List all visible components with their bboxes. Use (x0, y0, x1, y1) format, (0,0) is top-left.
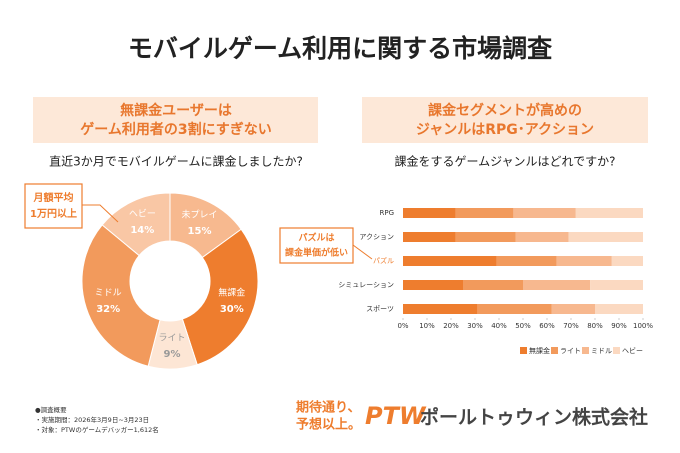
bar-segment (568, 232, 643, 242)
bar-segment (590, 280, 643, 290)
category-label: シミュレーション (338, 281, 394, 289)
segment-value: 30% (220, 304, 244, 315)
segment-value: 15% (188, 226, 212, 237)
bar-segment (551, 304, 595, 314)
bar-segment (556, 256, 612, 266)
x-tick-label: 0% (397, 322, 408, 330)
bar-segment (515, 232, 569, 242)
x-tick-label: 60% (539, 322, 555, 330)
headline-box (33, 97, 318, 143)
legend-swatch (520, 347, 527, 354)
bar-segment (403, 208, 456, 218)
legend-label: 無課金 (529, 346, 550, 355)
headline: ジャンルはRPG･アクション (416, 122, 594, 138)
x-tick-label: 90% (611, 322, 627, 330)
x-tick-label: 10% (419, 322, 435, 330)
legend-label: ミドル (591, 347, 612, 355)
bar-segment (463, 280, 523, 290)
callout-text: パズルは (298, 232, 334, 244)
x-tick-label: 100% (633, 322, 653, 330)
bar-segment (455, 208, 514, 218)
legend-swatch (551, 347, 558, 354)
bar-segment (611, 256, 643, 266)
bar-segment (513, 208, 576, 218)
callout-text: 1万円以上 (30, 207, 77, 220)
bar-segment (403, 304, 478, 314)
donut-segment (181, 228, 259, 366)
headline-box (362, 97, 648, 143)
legend-label: ライト (560, 347, 581, 355)
bar-segment (496, 256, 557, 266)
segment-label: ミドル (95, 289, 122, 299)
x-tick-label: 40% (491, 322, 507, 330)
bar-segment (523, 280, 591, 290)
segment-label: 無課金 (218, 287, 245, 299)
category-label: RPG (379, 209, 394, 217)
callout-line (82, 204, 119, 223)
headline: 課金セグメントが高めの (428, 102, 582, 119)
segment-value: 9% (164, 349, 181, 360)
bar-segment (477, 304, 552, 314)
logo-tagline: 期待通り、 (296, 400, 360, 416)
callout-box (279, 227, 354, 264)
logo-company: ポールトゥウィン株式会社 (420, 406, 648, 429)
callout-text: 月額平均 (33, 191, 74, 204)
segment-value: 14% (130, 225, 154, 236)
segment-label: ヘビー (129, 209, 156, 220)
bar-segment (575, 208, 643, 218)
segment-label: ライト (159, 332, 186, 343)
category-label: アクション (359, 233, 394, 241)
logo-mark: PTW (365, 402, 427, 430)
legend-swatch (613, 347, 620, 354)
legend-label: ヘビー (622, 346, 643, 355)
x-tick-label: 20% (443, 322, 459, 330)
callout-text: 課金単価が低い (285, 247, 348, 259)
question: 課金をするゲームジャンルはどれですか? (394, 154, 615, 169)
x-tick-label: 30% (467, 322, 483, 330)
survey-note: ●調査概要 (35, 405, 67, 414)
page-title: モバイルゲーム利用に関する市場調査 (128, 34, 552, 63)
bar-segment (455, 232, 516, 242)
question: 直近3か月でモバイルゲームに課金しましたか? (49, 154, 303, 169)
x-tick-label: 70% (563, 322, 579, 330)
legend-swatch (582, 347, 589, 354)
headline: ゲーム利用者の3割にすぎない (80, 121, 271, 138)
category-label: スポーツ (366, 305, 394, 313)
bar-segment (403, 256, 497, 266)
survey-note: ・対象：PTWのゲームデバッガー1,612名 (35, 425, 159, 434)
logo-tagline: 予想以上。 (296, 417, 361, 433)
survey-note: ・実施期間：2026年3月9日~3月23日 (35, 415, 149, 424)
bar-segment (403, 232, 456, 242)
bar-segment (403, 280, 463, 290)
category-label: パズル (373, 256, 394, 265)
donut-segment (81, 224, 161, 367)
x-tick-label: 50% (515, 322, 531, 330)
callout-box (24, 183, 83, 229)
bar-segment (595, 304, 643, 314)
donut-segment (101, 192, 171, 257)
segment-label: 未プレイ (182, 209, 218, 221)
headline: 無課金ユーザーは (120, 102, 232, 119)
segment-value: 32% (96, 304, 120, 315)
callout-line (352, 244, 373, 260)
x-tick-label: 80% (587, 322, 603, 330)
